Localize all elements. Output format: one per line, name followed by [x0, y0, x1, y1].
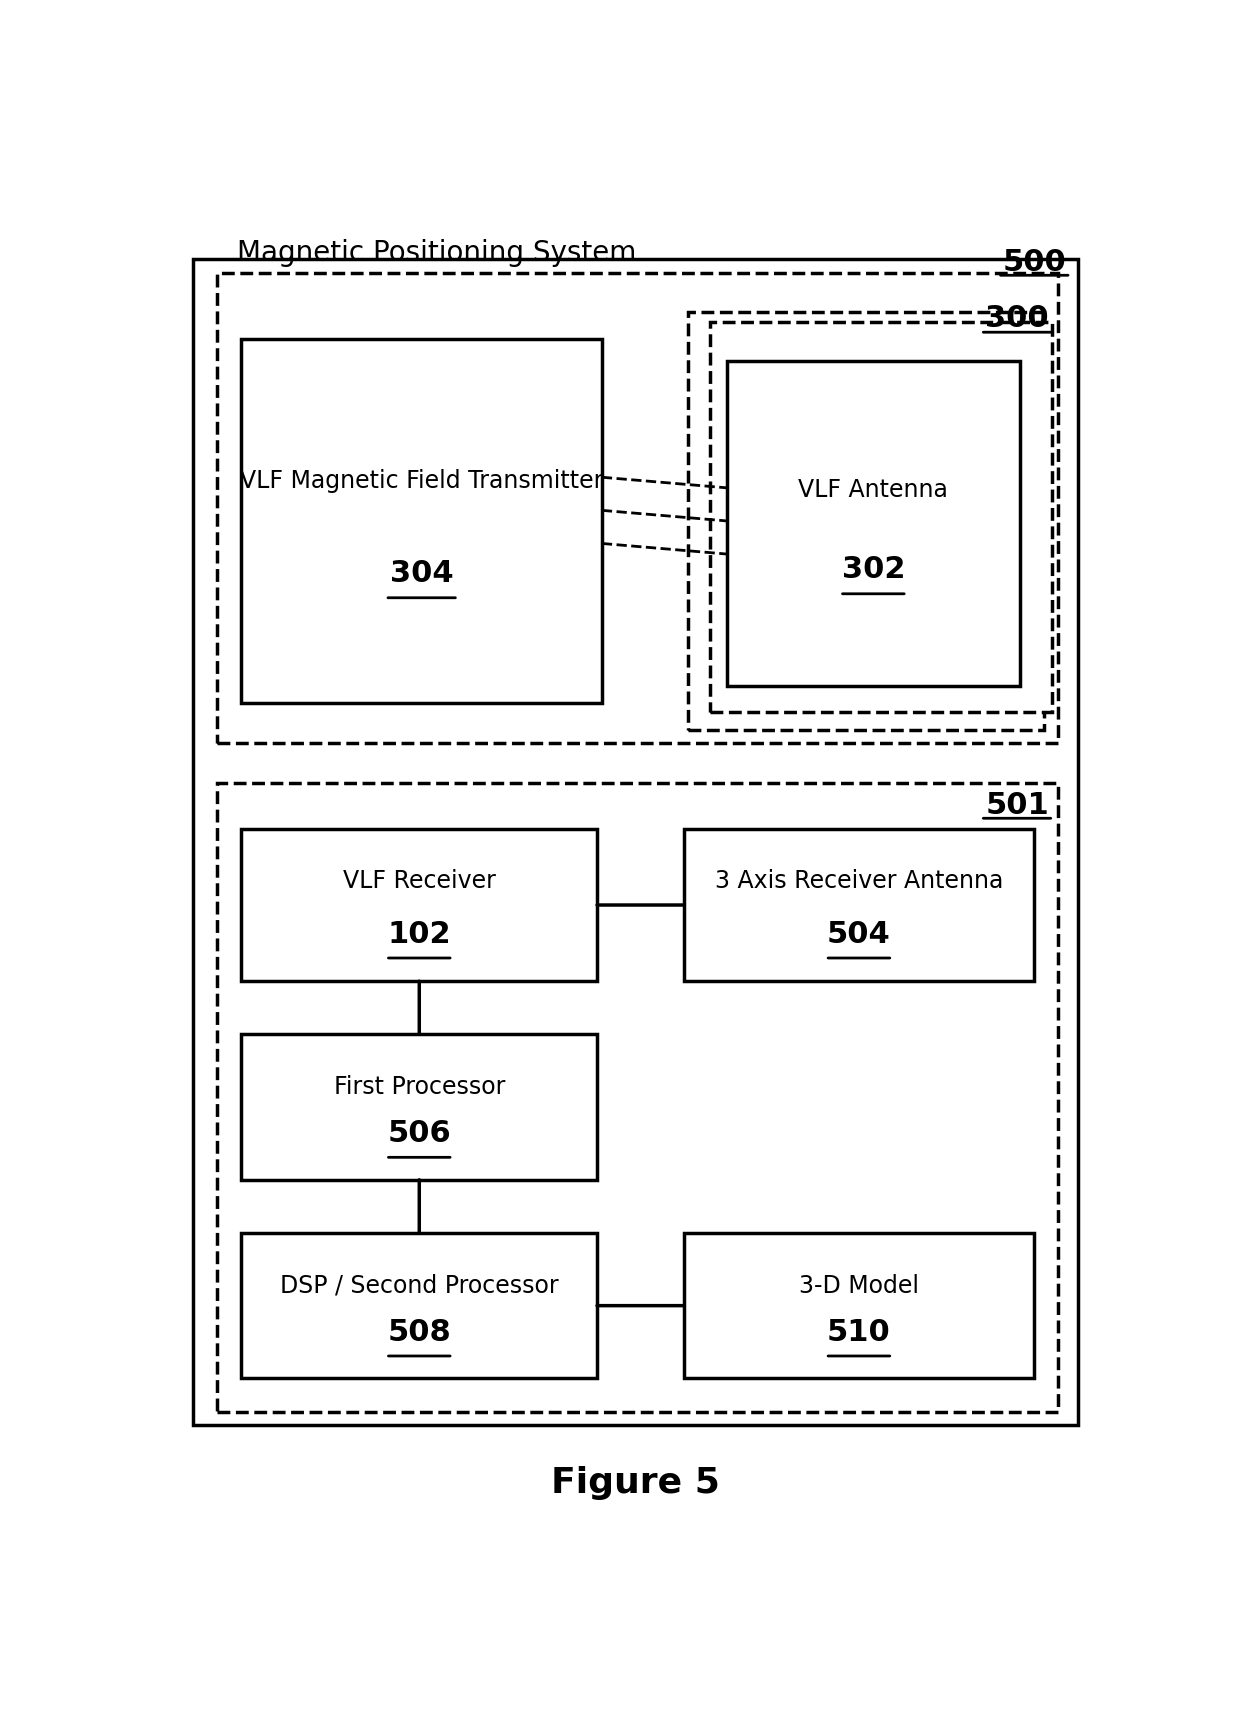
Bar	[711, 322, 1052, 712]
Bar	[688, 313, 1044, 729]
Text: Magnetic Positioning System: Magnetic Positioning System	[237, 239, 636, 267]
Bar	[242, 829, 596, 980]
Text: Figure 5: Figure 5	[551, 1465, 720, 1500]
Text: 3 Axis Receiver Antenna: 3 Axis Receiver Antenna	[714, 869, 1003, 893]
Bar	[217, 273, 1058, 743]
Text: 304: 304	[389, 559, 454, 588]
Text: VLF Antenna: VLF Antenna	[799, 478, 949, 502]
Bar	[242, 1034, 596, 1180]
Bar	[242, 1233, 596, 1378]
Text: 510: 510	[827, 1318, 890, 1347]
Text: 508: 508	[387, 1318, 451, 1347]
Text: 300: 300	[986, 304, 1049, 334]
Text: 506: 506	[387, 1120, 451, 1147]
Text: DSP / Second Processor: DSP / Second Processor	[280, 1275, 558, 1299]
Text: 501: 501	[985, 791, 1049, 819]
Text: 3-D Model: 3-D Model	[799, 1275, 919, 1299]
Bar	[727, 361, 1019, 686]
Bar	[683, 829, 1034, 980]
Bar	[193, 260, 1078, 1424]
Text: 500: 500	[1002, 248, 1066, 277]
Text: 302: 302	[842, 556, 905, 585]
Text: VLF Receiver: VLF Receiver	[342, 869, 496, 893]
Bar	[217, 783, 1058, 1412]
Text: VLF Magnetic Field Transmitter: VLF Magnetic Field Transmitter	[241, 470, 604, 494]
Text: First Processor: First Processor	[334, 1075, 505, 1099]
Text: 102: 102	[387, 920, 451, 949]
Text: 504: 504	[827, 920, 890, 949]
Bar	[683, 1233, 1034, 1378]
Bar	[242, 339, 601, 703]
